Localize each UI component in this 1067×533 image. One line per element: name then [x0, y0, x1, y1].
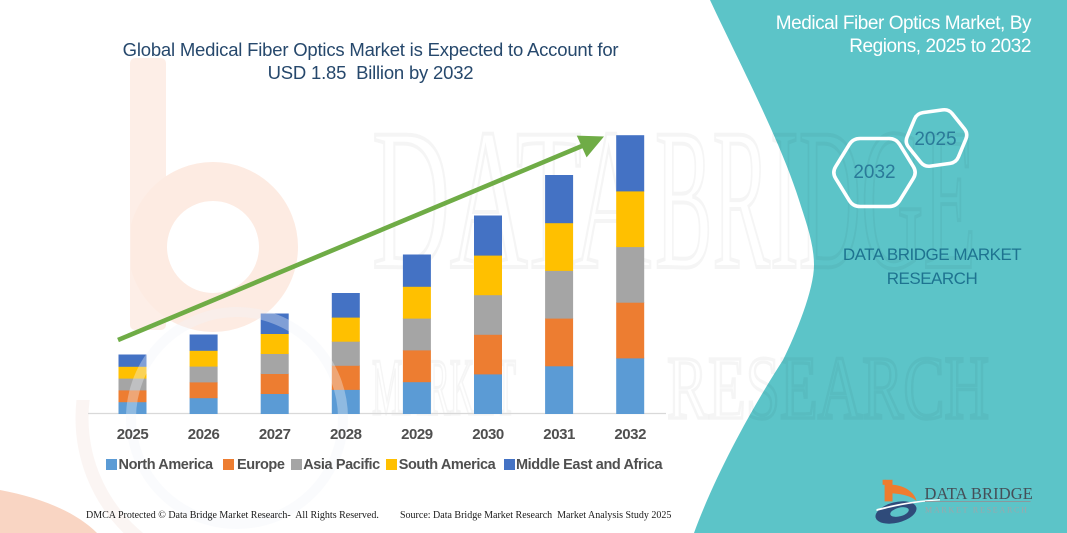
svg-text:RESEARCH: RESEARCH [667, 339, 989, 438]
svg-text:MARKET RESEARCH: MARKET RESEARCH [925, 506, 1029, 515]
svg-text:2032: 2032 [853, 162, 895, 183]
svg-text:2025: 2025 [914, 129, 956, 150]
svg-text:BRIDGE: BRIDGE [655, 87, 976, 311]
svg-text:DATA BRIDGE: DATA BRIDGE [925, 484, 1033, 503]
